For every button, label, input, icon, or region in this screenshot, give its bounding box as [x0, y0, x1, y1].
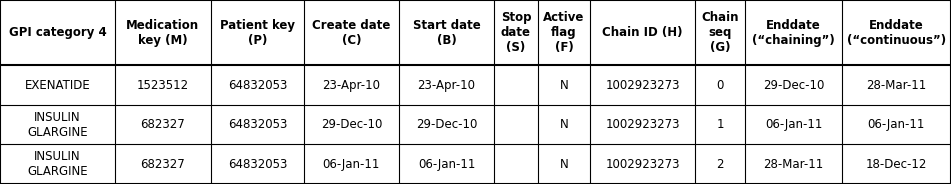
Text: 28-Mar-11: 28-Mar-11: [764, 158, 824, 171]
Text: 682327: 682327: [141, 158, 185, 171]
Text: INSULIN
GLARGINE: INSULIN GLARGINE: [27, 111, 87, 139]
Text: 23-Apr-10: 23-Apr-10: [417, 79, 476, 92]
Text: 06-Jan-11: 06-Jan-11: [867, 118, 925, 131]
Text: 64832053: 64832053: [227, 79, 287, 92]
Text: 23-Apr-10: 23-Apr-10: [322, 79, 380, 92]
Text: Enddate
(“chaining”): Enddate (“chaining”): [752, 19, 835, 47]
Text: 0: 0: [717, 79, 724, 92]
Text: Active
flag
(F): Active flag (F): [543, 11, 585, 54]
Text: INSULIN
GLARGINE: INSULIN GLARGINE: [27, 150, 87, 178]
Text: 1523512: 1523512: [137, 79, 189, 92]
Text: Start date
(B): Start date (B): [413, 19, 480, 47]
Text: Chain
seq
(G): Chain seq (G): [702, 11, 739, 54]
Text: N: N: [560, 158, 569, 171]
Text: EXENATIDE: EXENATIDE: [25, 79, 90, 92]
Text: GPI category 4: GPI category 4: [9, 26, 107, 39]
Text: 64832053: 64832053: [227, 118, 287, 131]
Text: 64832053: 64832053: [227, 158, 287, 171]
Text: 28-Mar-11: 28-Mar-11: [866, 79, 926, 92]
Text: Stop
date
(S): Stop date (S): [500, 11, 532, 54]
Text: N: N: [560, 118, 569, 131]
Text: 1: 1: [717, 118, 724, 131]
Text: 2: 2: [717, 158, 724, 171]
Text: Create date
(C): Create date (C): [312, 19, 391, 47]
Text: 682327: 682327: [141, 118, 185, 131]
Text: 06-Jan-11: 06-Jan-11: [322, 158, 380, 171]
Text: Chain ID (H): Chain ID (H): [603, 26, 683, 39]
Text: Patient key
(P): Patient key (P): [220, 19, 295, 47]
Text: 06-Jan-11: 06-Jan-11: [765, 118, 823, 131]
Text: 18-Dec-12: 18-Dec-12: [865, 158, 927, 171]
Text: 29-Dec-10: 29-Dec-10: [763, 79, 825, 92]
Text: 06-Jan-11: 06-Jan-11: [417, 158, 476, 171]
Text: 1002923273: 1002923273: [606, 118, 680, 131]
Text: 29-Dec-10: 29-Dec-10: [320, 118, 382, 131]
Text: 1002923273: 1002923273: [606, 79, 680, 92]
Text: Medication
key (M): Medication key (M): [126, 19, 200, 47]
Text: N: N: [560, 79, 569, 92]
Text: 29-Dec-10: 29-Dec-10: [416, 118, 477, 131]
Text: 1002923273: 1002923273: [606, 158, 680, 171]
Text: Enddate
(“continuous”): Enddate (“continuous”): [846, 19, 946, 47]
